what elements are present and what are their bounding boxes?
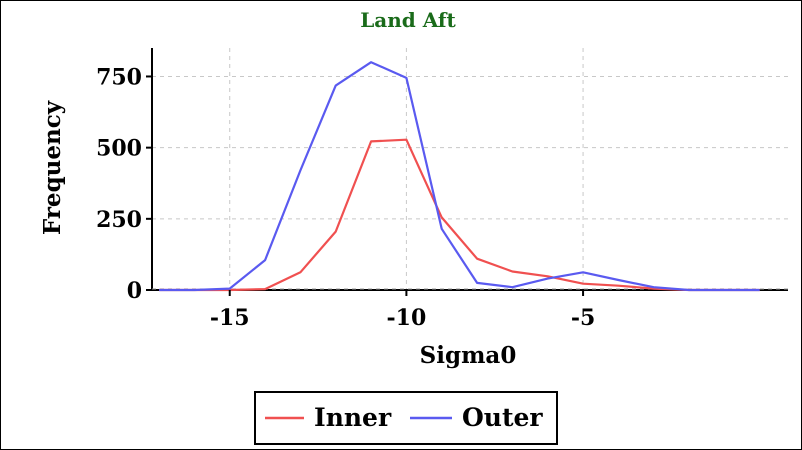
grid-lines: [152, 48, 788, 290]
axes: [151, 48, 788, 291]
x-tick-label: -10: [387, 305, 427, 331]
series-line-inner: [159, 138, 760, 292]
y-tick-label: 250: [96, 207, 142, 233]
x-axis-label: Sigma0: [420, 342, 517, 369]
chart-title: Land Aft: [360, 8, 456, 32]
legend-label-inner: Inner: [314, 403, 392, 432]
x-tick-label: -5: [571, 305, 595, 331]
y-tick-label: 0: [127, 278, 142, 304]
tick-labels: -15 -10 -5 0 250 500 750: [96, 64, 595, 331]
y-tick-label: 500: [96, 136, 142, 162]
x-tick-label: -15: [210, 305, 250, 331]
y-tick-label: 750: [96, 64, 142, 90]
series-lines: [159, 61, 760, 292]
legend-box: [254, 391, 558, 445]
y-axis-label: Frequency: [39, 100, 66, 235]
series-line-outer: [159, 61, 760, 292]
legend: Inner Outer: [254, 391, 558, 445]
legend-label-outer: Outer: [462, 403, 543, 432]
